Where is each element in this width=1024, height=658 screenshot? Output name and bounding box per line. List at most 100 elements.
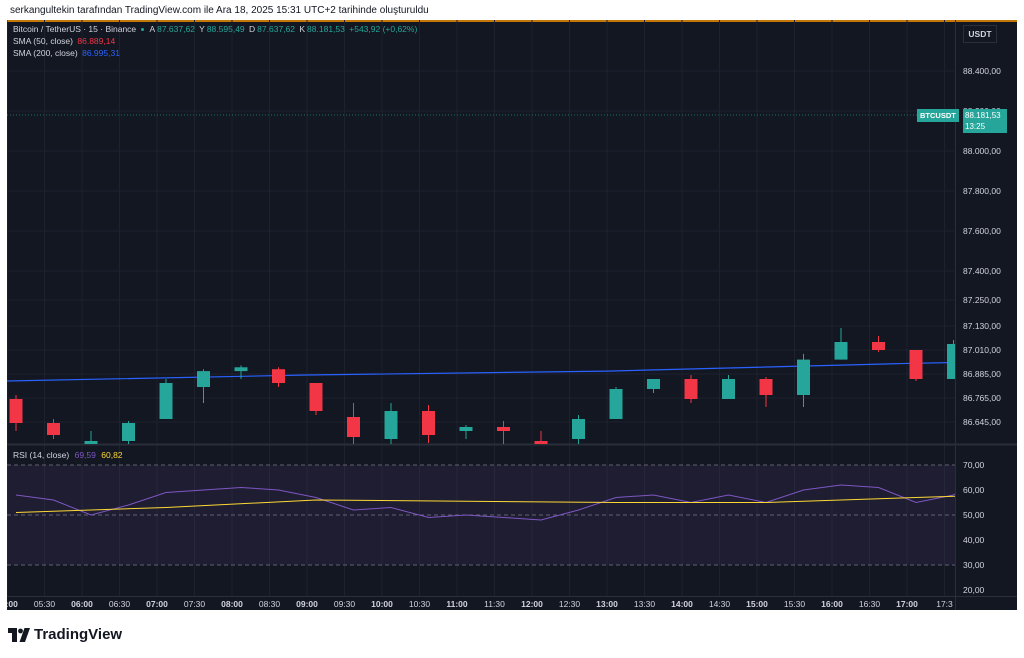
time-tick-label: 17:3 [936, 599, 953, 609]
time-tick-label: 09:30 [334, 599, 356, 609]
candle [459, 425, 473, 439]
time-tick-label: 16:30 [859, 599, 881, 609]
time-tick-label: 10:00 [371, 599, 393, 609]
high-label: Y [199, 24, 205, 34]
candle [47, 419, 60, 439]
candle [84, 431, 98, 444]
rsi-tick-label: 60,00 [963, 485, 985, 495]
candle-body [985, 277, 998, 344]
time-tick-label: 10:30 [409, 599, 431, 609]
price-tick-label: 87.130,00 [963, 321, 1001, 331]
brand-name: TradingView [34, 626, 123, 643]
time-tick-label: 15:30 [784, 599, 806, 609]
time-tick-label: 05:00 [7, 599, 18, 609]
rsi-ma-value: 60,82 [101, 450, 123, 460]
change-value: +543,92 (+0,62%) [349, 24, 418, 34]
candle-body [797, 359, 810, 395]
candle [309, 383, 323, 415]
rsi-tick-label: 50,00 [963, 510, 985, 520]
time-tick-label: 13:30 [634, 599, 656, 609]
candle-body [909, 350, 923, 379]
time-tick-label: 07:30 [184, 599, 206, 609]
candle-body [384, 411, 398, 439]
bar-countdown: 13:25 [965, 122, 986, 131]
time-tick-label: 08:00 [221, 599, 243, 609]
candle [422, 405, 435, 443]
sma50-value: 86.889,14 [77, 36, 116, 46]
chart-caption: serkangultekin tarafından TradingView.co… [10, 5, 429, 16]
tradingview-logo[interactable]: TradingView [8, 626, 122, 643]
chart-frame[interactable]: 88.400,0088.200,0088.000,0087.800,0087.6… [7, 20, 1017, 610]
chart-canvas[interactable]: 88.400,0088.200,0088.000,0087.800,0087.6… [7, 20, 1017, 610]
candle [384, 403, 398, 444]
time-tick-label: 12:00 [521, 599, 543, 609]
symbol-label[interactable]: Bitcoin / TetherUS · 15 · Binance [13, 24, 137, 34]
candle [197, 369, 210, 403]
candle [834, 328, 848, 360]
sma50-legend-row[interactable]: SMA (50, close) 86.889,14 [13, 35, 419, 47]
candle-body [872, 342, 885, 350]
rsi-label[interactable]: RSI (14, close) [13, 450, 70, 460]
candle [347, 403, 360, 444]
sma50-label[interactable]: SMA (50, close) [13, 36, 73, 46]
candle-body [722, 379, 735, 399]
candle [909, 350, 923, 381]
rsi-line [15, 484, 955, 521]
open-label: A [149, 24, 156, 34]
candle-body [497, 427, 510, 431]
top-legend: Bitcoin / TetherUS · 15 · Binance A 87.63… [13, 23, 419, 59]
candle [797, 353, 810, 407]
time-tick-label: 11:30 [484, 599, 505, 609]
candle-body [947, 344, 955, 379]
status-dot-icon [140, 28, 144, 32]
candle-body [122, 423, 135, 441]
price-tick-label: 88.400,00 [963, 66, 1001, 76]
rsi-tick-label: 40,00 [963, 535, 985, 545]
close-label: K [299, 24, 306, 34]
sma200-line [7, 361, 955, 382]
open-value: 87.637,62 [157, 24, 195, 34]
candle-body [759, 379, 773, 395]
rsi-value: 69,59 [74, 450, 96, 460]
price-tick-label: 88.000,00 [963, 146, 1001, 156]
price-tick-label: 86.645,00 [963, 417, 1001, 427]
candle [534, 431, 548, 444]
candle [9, 395, 23, 431]
candle-body [84, 441, 98, 444]
rsi-legend-row[interactable]: RSI (14, close) 69,59 60,82 [13, 450, 126, 460]
tradingview-logo-icon [8, 627, 30, 642]
currency-button[interactable]: USDT [963, 25, 997, 43]
low-label: D [249, 24, 256, 34]
symbol-legend-row[interactable]: Bitcoin / TetherUS · 15 · Binance A 87.63… [13, 23, 419, 35]
price-tick-label: 86.765,00 [963, 393, 1001, 403]
price-tick-label: 87.600,00 [963, 226, 1001, 236]
candle-body [272, 369, 285, 383]
candle-body [234, 367, 248, 372]
symbol-price-tag: BTCUSDT [917, 109, 959, 122]
sma200-label[interactable]: SMA (200, close) [13, 48, 78, 58]
candle-body [834, 342, 848, 360]
time-tick-label: 17:00 [896, 599, 918, 609]
price-tick-label: 87.250,00 [963, 295, 1001, 305]
candle-body [159, 383, 173, 419]
rsi-tick-label: 70,00 [963, 460, 985, 470]
sma200-legend-row[interactable]: SMA (200, close) 86.995,31 [13, 47, 419, 59]
candle [234, 365, 248, 379]
candle [684, 375, 698, 403]
time-tick-label: 06:00 [71, 599, 93, 609]
sma200-value: 86.995,31 [82, 48, 120, 58]
candle-body [422, 411, 435, 435]
time-tick-label: 07:00 [146, 599, 168, 609]
time-tick-label: 16:00 [821, 599, 843, 609]
main-pane [7, 277, 998, 444]
rsi-tick-label: 30,00 [963, 560, 985, 570]
low-value: 87.637,62 [257, 24, 295, 34]
time-tick-label: 12:30 [559, 599, 581, 609]
candle [647, 379, 660, 393]
candle [759, 377, 773, 407]
candle [122, 421, 135, 444]
time-tick-label: 08:30 [259, 599, 281, 609]
candle [572, 415, 585, 444]
rsi-ma-line [15, 495, 955, 513]
candle-body [572, 419, 585, 439]
